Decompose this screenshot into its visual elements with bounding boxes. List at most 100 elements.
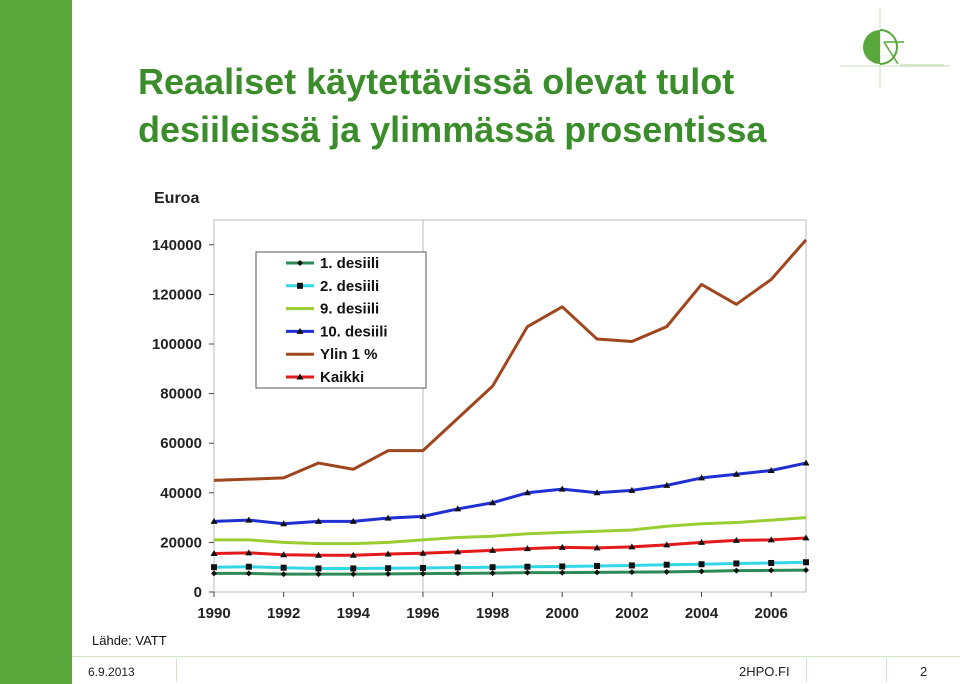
- data-point: [349, 551, 357, 558]
- slide-title-line-1: Reaaliset käytettävissä olevat tulot: [138, 61, 735, 102]
- data-point: [768, 567, 775, 574]
- data-point: [802, 534, 810, 541]
- y-tick-label: 140000: [152, 237, 202, 254]
- chart-canvas: Euroa 0 20000 40000 60000 80000 100000 120000 1…: [152, 190, 810, 622]
- legend-label: Ylin 1 %: [320, 346, 378, 363]
- series-5: [213, 238, 808, 482]
- data-point: [698, 474, 706, 481]
- data-point: [315, 565, 322, 572]
- series-6: [210, 534, 810, 558]
- data-point: [454, 548, 462, 555]
- data-point: [594, 569, 601, 576]
- income-line-chart: Euroa 0 20000 40000 60000 80000 100000 120000 1…: [140, 180, 820, 630]
- y-tick-label: 40000: [160, 485, 202, 502]
- data-point: [593, 489, 601, 496]
- data-point: [628, 486, 636, 493]
- data-point: [350, 565, 357, 572]
- series-3: [214, 516, 807, 546]
- legend-marker: [297, 260, 303, 266]
- data-point: [628, 562, 635, 569]
- data-point: [314, 517, 322, 524]
- data-point: [558, 543, 566, 550]
- data-point: [384, 514, 392, 521]
- data-point: [558, 485, 566, 492]
- data-point: [454, 505, 462, 512]
- legend-label: 1. desiili: [320, 255, 379, 272]
- page-number: 2: [920, 664, 928, 679]
- data-point: [384, 550, 392, 557]
- legend-marker: [296, 373, 304, 380]
- footer-website: 2HPO.FI: [739, 664, 790, 679]
- legend-marker: [296, 327, 304, 334]
- series-line: [214, 568, 807, 576]
- data-point: [245, 570, 252, 577]
- data-point: [593, 544, 601, 551]
- data-point: [419, 570, 426, 577]
- data-point: [803, 567, 809, 574]
- data-point: [245, 563, 252, 570]
- data-point: [385, 565, 392, 572]
- footer-separator: [176, 658, 177, 682]
- series-line: [213, 560, 807, 570]
- data-point: [802, 459, 810, 466]
- data-point: [767, 536, 775, 543]
- data-point: [524, 569, 531, 576]
- legend-label: 9. desiili: [320, 301, 379, 318]
- data-point: [210, 550, 218, 557]
- data-point: [663, 568, 670, 575]
- x-tick-label: 1994: [337, 605, 371, 622]
- footer-divider: [72, 656, 960, 657]
- y-tick-label: 20000: [160, 534, 202, 551]
- data-point: [663, 481, 671, 488]
- data-point: [698, 568, 705, 575]
- data-point: [698, 538, 706, 545]
- x-tick-label: 1992: [267, 605, 300, 622]
- y-tick-label: 80000: [160, 386, 202, 403]
- y-tick-label: 60000: [160, 435, 202, 452]
- footer-date: 6.9.2013: [88, 665, 135, 679]
- source-note: Lähde: VATT: [92, 633, 167, 648]
- data-point: [523, 545, 531, 552]
- x-tick-label: 2006: [754, 605, 787, 622]
- data-point: [489, 564, 496, 571]
- footer-separator: [806, 658, 807, 682]
- data-point: [280, 520, 288, 527]
- legend-marker: [297, 282, 303, 289]
- y-tick-label: 0: [194, 584, 202, 601]
- data-point: [489, 570, 496, 577]
- data-point: [419, 564, 426, 571]
- data-point: [732, 470, 740, 477]
- data-point: [524, 563, 531, 570]
- organization-logo: [840, 8, 950, 88]
- data-point: [314, 551, 322, 558]
- data-point: [315, 571, 322, 578]
- data-point: [280, 551, 288, 558]
- series-line: [213, 238, 808, 482]
- data-point: [419, 549, 427, 556]
- sidebar-accent-bar: [0, 0, 72, 684]
- data-point: [210, 517, 218, 524]
- data-point: [803, 559, 809, 566]
- data-point: [454, 570, 461, 577]
- y-tick-label: 120000: [152, 286, 202, 303]
- series-1: [211, 567, 809, 578]
- series-line: [214, 516, 807, 546]
- data-point: [663, 541, 671, 548]
- data-point: [489, 499, 497, 506]
- legend-label: Kaikki: [320, 369, 364, 386]
- footer-separator: [886, 658, 887, 682]
- series-4: [210, 459, 810, 527]
- data-point: [733, 567, 740, 574]
- data-point: [349, 517, 357, 524]
- legend-label: 2. desiili: [320, 278, 379, 295]
- data-point: [768, 559, 775, 566]
- data-point: [489, 546, 497, 553]
- x-tick-label: 1996: [406, 605, 439, 622]
- legend-box: [255, 251, 427, 389]
- data-point: [732, 536, 740, 543]
- data-point: [385, 570, 392, 577]
- data-point: [245, 549, 253, 556]
- data-point: [454, 564, 461, 571]
- slide-title: Reaaliset käytettävissä olevat tulot des…: [138, 58, 838, 154]
- data-point: [559, 563, 566, 570]
